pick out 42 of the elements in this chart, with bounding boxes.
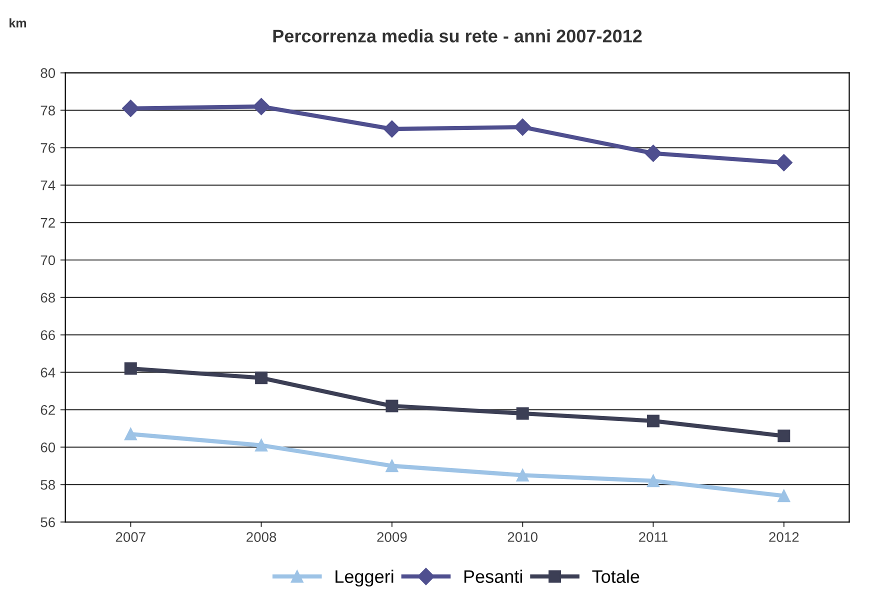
point [516, 407, 529, 420]
y-tick-label: 72 [40, 218, 55, 228]
legend-label: Leggeri [336, 570, 394, 587]
point [386, 400, 398, 412]
y-tick-label: 80 [40, 68, 56, 78]
point [122, 100, 140, 117]
point [386, 460, 398, 472]
point [124, 362, 137, 375]
y-tick-label: 58 [40, 480, 55, 490]
x-tick-label: 2011 [639, 532, 668, 542]
x-tick-label: 2010 [508, 532, 538, 542]
x-tick-label: 2008 [246, 532, 276, 542]
y-tick-label: 74 [40, 180, 56, 190]
point [644, 144, 662, 162]
y-tick-label: 60 [40, 442, 56, 452]
point [775, 154, 792, 172]
point [252, 98, 270, 116]
y-tick-label: 68 [40, 292, 55, 303]
legend-label: Pesanti [464, 570, 522, 583]
x-tick-label: 2012 [769, 532, 799, 542]
y-tick-label: 70 [40, 255, 56, 266]
y-tick-label: 76 [40, 143, 55, 153]
x-tick-label: 2007 [116, 532, 146, 542]
point [778, 490, 790, 502]
point [255, 439, 268, 452]
point [778, 430, 790, 442]
point [647, 474, 660, 488]
y-tick-label: 78 [40, 106, 55, 116]
x-tick-label: 2009 [377, 532, 407, 542]
point [514, 118, 532, 136]
point [383, 120, 400, 138]
y-tick-label: 56 [40, 517, 55, 528]
y-tick-label: 66 [40, 330, 55, 340]
y-tick-label: 64 [40, 368, 56, 378]
point [516, 468, 529, 482]
point [647, 414, 660, 428]
chart-title: Percorrenza media su rete - anni 2007-2012 [273, 29, 642, 42]
point [255, 372, 268, 384]
y-axis-title: km [10, 18, 26, 28]
y-tick-label: 62 [40, 405, 55, 415]
point [124, 428, 137, 440]
legend-label: Totale [592, 570, 640, 583]
